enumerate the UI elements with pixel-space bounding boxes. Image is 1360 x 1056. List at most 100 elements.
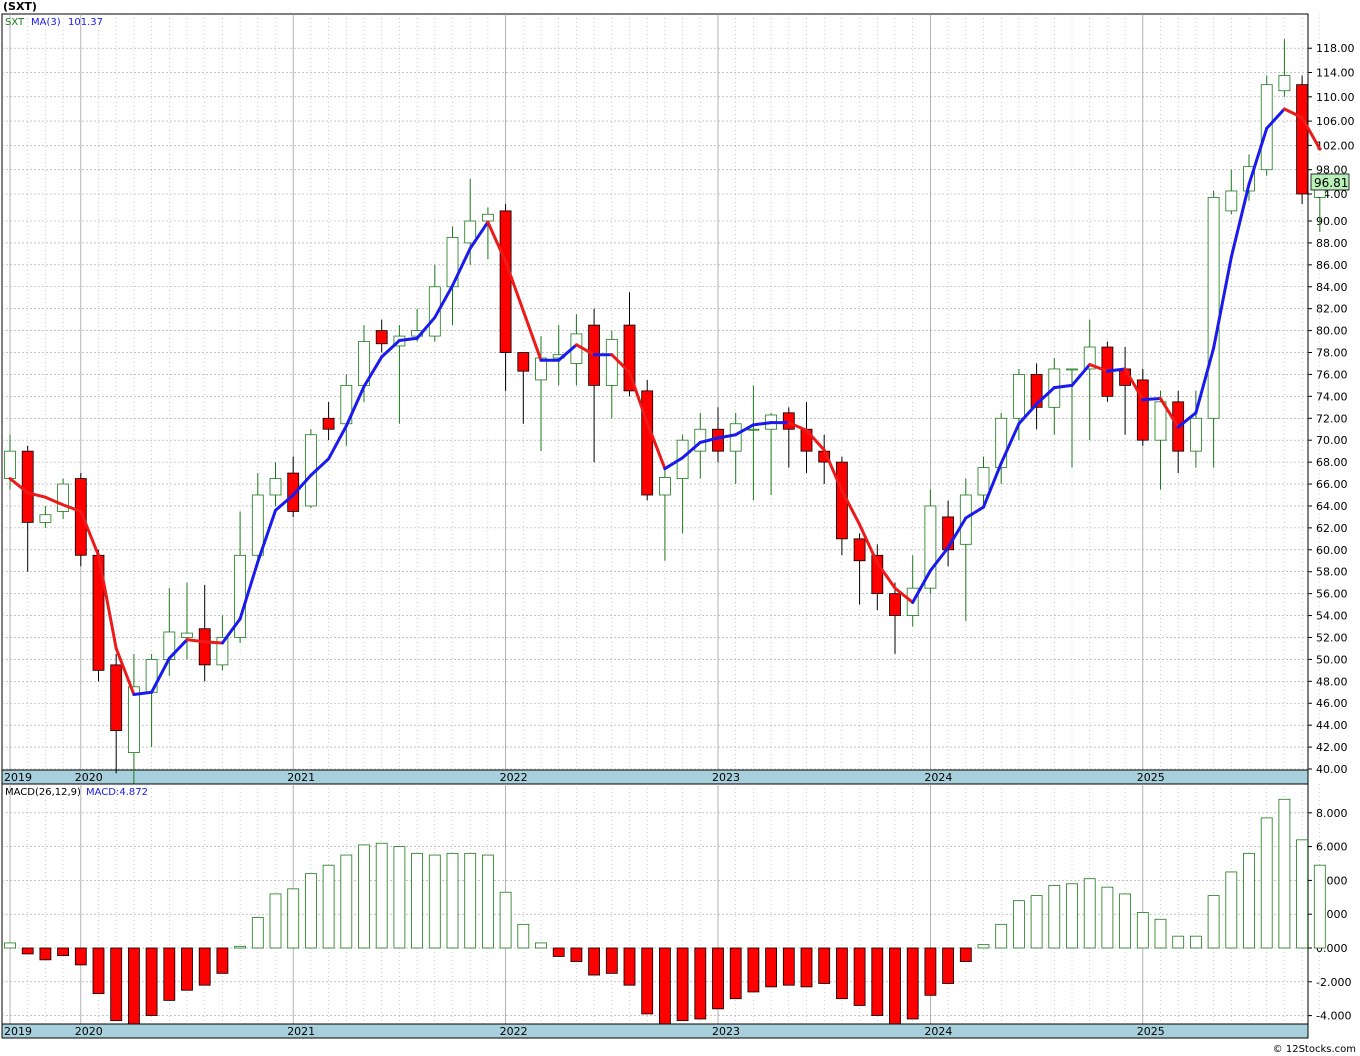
ma-segment [61, 503, 83, 513]
price-tick-label: 110.00 [1316, 91, 1355, 104]
candle-down [74, 478, 87, 556]
ma-segment [274, 493, 295, 512]
candle-down [517, 352, 530, 372]
macd-bar-positive [1278, 798, 1291, 949]
macd-tick-label: -2.000 [1316, 976, 1351, 989]
macd-bar-positive [517, 923, 530, 949]
macd-bar-negative [676, 947, 689, 1022]
candle-up [747, 428, 760, 431]
ma-segment [397, 336, 419, 342]
macd-bar-positive [234, 945, 247, 949]
macd-bar-negative [623, 947, 636, 986]
ma-segment [362, 355, 384, 388]
macd-bar-negative [92, 947, 105, 995]
price-tick-label: 40.00 [1316, 763, 1348, 776]
macd-bar-negative [588, 947, 600, 976]
macd-bar-negative [818, 947, 831, 984]
macd-bar-positive [1313, 864, 1326, 949]
ma-segment [1282, 107, 1304, 119]
ma-segment [787, 421, 808, 432]
macd-bar-negative [889, 947, 901, 1025]
candle-down [322, 417, 335, 430]
candle-up [1207, 196, 1220, 419]
ma-segment [1212, 255, 1233, 350]
price-tick-label: 60.00 [1316, 544, 1348, 557]
macd-bar-positive [1225, 871, 1238, 949]
candle-up [1083, 346, 1096, 370]
candle-down [889, 593, 901, 616]
macd-year-label: 2023 [712, 1025, 740, 1038]
price-tick-label: 50.00 [1316, 653, 1348, 666]
price-year-label: 2025 [1137, 771, 1165, 784]
macd-bar-positive [1243, 852, 1255, 949]
price-year-label: 2024 [924, 771, 952, 784]
price-tick-label: 44.00 [1316, 719, 1348, 732]
price-tick-label: 84.00 [1316, 281, 1348, 294]
candle-up [1190, 417, 1202, 452]
price-tick-label: 54.00 [1316, 610, 1348, 623]
candle-up [1154, 401, 1167, 441]
macd-bar-positive [251, 917, 264, 949]
macd-bar-positive [995, 923, 1008, 949]
macd-bar-negative [906, 947, 919, 1020]
macd-bar-negative [21, 947, 34, 955]
ma-segment [751, 421, 773, 427]
price-tick-label: 82.00 [1316, 303, 1348, 316]
candle-up [995, 417, 1008, 468]
macd-bar-positive [1030, 895, 1043, 949]
price-legend: SXT MA(3) 101.37 [5, 17, 103, 28]
ma-segment [716, 433, 738, 440]
ma-segment [203, 640, 224, 645]
macd-bar-negative [39, 947, 52, 961]
ma-segment [26, 491, 47, 499]
last-price-tag: 96.81 [1310, 173, 1350, 191]
candle-up [464, 220, 477, 244]
ma-segment [928, 546, 950, 573]
macd-bar-negative [712, 947, 724, 1010]
ma-segment [468, 220, 490, 250]
macd-tick-label: 8.000 [1316, 807, 1348, 820]
macd-bar-negative [959, 947, 972, 962]
candle-up [216, 637, 229, 666]
candle-down [198, 628, 211, 666]
price-x-axis-band [1, 769, 1309, 785]
candle-up [251, 494, 264, 556]
macd-bar-positive [1013, 900, 1025, 949]
ma-segment [8, 477, 30, 495]
macd-bar-positive [481, 854, 494, 949]
ma-segment [964, 505, 985, 520]
price-tick-label: 58.00 [1316, 566, 1348, 579]
ma-segment [1194, 346, 1216, 415]
candle-up [659, 477, 671, 496]
macd-bar-positive [340, 854, 353, 949]
ma-segment [150, 656, 171, 694]
ma-segment [380, 338, 401, 359]
candle-down [641, 390, 654, 496]
macd-legend: MACD(26,12,9) MACD:4.872 [5, 787, 148, 798]
macd-bar-positive [1172, 935, 1185, 949]
price-year-label: 2022 [500, 771, 528, 784]
candle-up [428, 286, 441, 337]
ma-segment [557, 343, 578, 362]
ma-segment [1123, 367, 1145, 402]
macd-bar-negative [924, 947, 937, 996]
ma-segment [1300, 115, 1322, 151]
candle-down [21, 450, 34, 523]
price-tick-label: 106.00 [1316, 115, 1355, 128]
price-tick-label: 52.00 [1316, 631, 1348, 644]
ma-segment [167, 638, 189, 660]
ma-segment [451, 246, 472, 288]
macd-bar-positive [322, 864, 335, 949]
macd-bar-positive [1048, 885, 1061, 949]
price-tick-label: 86.00 [1316, 259, 1348, 272]
moving-average-line [8, 107, 1322, 696]
macd-year-label: 2025 [1137, 1025, 1165, 1038]
ma-segment [433, 284, 454, 319]
macd-bar-negative [605, 947, 618, 974]
price-tick-label: 48.00 [1316, 675, 1348, 688]
ma-segment [291, 473, 313, 497]
macd-bar-negative [729, 947, 742, 1000]
macd-bar-negative [853, 947, 866, 1006]
ma-segment [486, 220, 508, 264]
